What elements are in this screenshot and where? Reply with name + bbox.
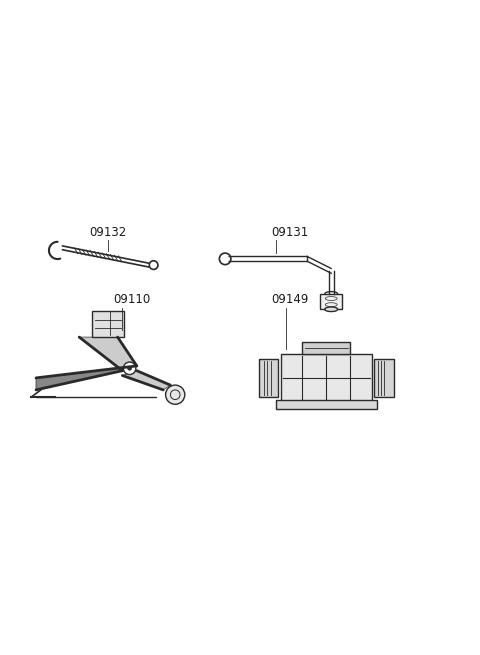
Polygon shape <box>122 371 170 390</box>
Bar <box>302 342 350 354</box>
Polygon shape <box>36 366 137 390</box>
Bar <box>321 294 342 309</box>
Bar <box>259 359 278 397</box>
Text: 09132: 09132 <box>89 226 126 238</box>
Ellipse shape <box>324 291 338 296</box>
Text: 09131: 09131 <box>271 226 309 238</box>
Ellipse shape <box>324 307 338 312</box>
Polygon shape <box>79 337 137 371</box>
Text: 09110: 09110 <box>113 293 150 306</box>
Bar <box>374 359 394 397</box>
Circle shape <box>128 366 132 370</box>
Circle shape <box>166 385 185 404</box>
Bar <box>276 400 377 409</box>
Circle shape <box>123 362 136 375</box>
Bar <box>92 310 124 337</box>
Bar <box>281 354 372 402</box>
Text: 09149: 09149 <box>271 293 309 306</box>
